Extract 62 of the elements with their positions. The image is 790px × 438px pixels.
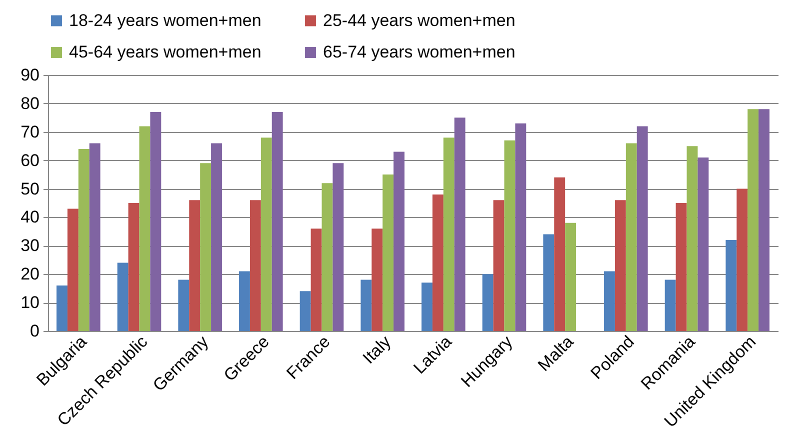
- bar: [394, 152, 404, 331]
- bar: [748, 109, 759, 331]
- bar: [543, 234, 554, 331]
- bar: [78, 148, 90, 331]
- bar: [67, 208, 78, 331]
- bar: [565, 222, 576, 331]
- bar: [250, 200, 261, 331]
- bar: [310, 228, 322, 331]
- bar: [139, 126, 150, 331]
- bar: [626, 143, 637, 331]
- legend-label: 45-64 years women+men: [69, 42, 262, 62]
- bar: [260, 138, 272, 331]
- bar: [382, 174, 394, 331]
- y-tick-label: 80: [20, 94, 40, 113]
- x-tick-label: Italy: [359, 332, 395, 368]
- bar: [504, 140, 516, 331]
- bar: [676, 203, 687, 331]
- bar: [300, 291, 311, 331]
- bar: [614, 200, 626, 331]
- bar: [56, 285, 68, 331]
- bar: [239, 271, 250, 331]
- bar: [604, 271, 615, 331]
- bar: [272, 112, 283, 331]
- bar: [178, 280, 190, 331]
- bar: [636, 126, 648, 331]
- bar: [322, 183, 333, 331]
- bar: [726, 240, 737, 331]
- bar: [422, 282, 432, 331]
- bar: [686, 146, 698, 331]
- bar: [736, 188, 748, 331]
- y-tick-label: 90: [20, 66, 40, 84]
- bar: [360, 280, 372, 331]
- y-tick-label: 30: [20, 236, 40, 256]
- bar: [189, 200, 200, 331]
- legend-label: 65-74 years women+men: [323, 42, 516, 62]
- bar: [117, 262, 128, 331]
- bar: [200, 163, 212, 331]
- bar: [443, 138, 454, 331]
- bar: [493, 200, 504, 331]
- bar: [332, 163, 344, 331]
- bar: [150, 112, 162, 331]
- legend-label: 18-24 years women+men: [69, 10, 262, 30]
- bar: [128, 203, 140, 331]
- bar: [515, 123, 526, 331]
- bar: [89, 143, 100, 331]
- y-tick-label: 10: [20, 293, 40, 312]
- bar: [454, 118, 466, 331]
- bar: [482, 274, 494, 331]
- bar: [554, 177, 566, 331]
- bar: [664, 280, 676, 331]
- bar: [698, 157, 709, 331]
- bar: [758, 109, 770, 331]
- y-tick-label: 70: [20, 122, 40, 142]
- y-tick-label: 60: [20, 150, 40, 170]
- y-tick-label: 50: [20, 179, 40, 198]
- y-tick-label: 0: [30, 322, 40, 340]
- legend-label: 25-44 years women+men: [323, 10, 516, 30]
- bar: [211, 143, 222, 331]
- y-tick-label: 40: [20, 208, 40, 227]
- bar: [432, 194, 444, 331]
- y-tick-label: 20: [20, 264, 40, 284]
- bar: [372, 228, 383, 331]
